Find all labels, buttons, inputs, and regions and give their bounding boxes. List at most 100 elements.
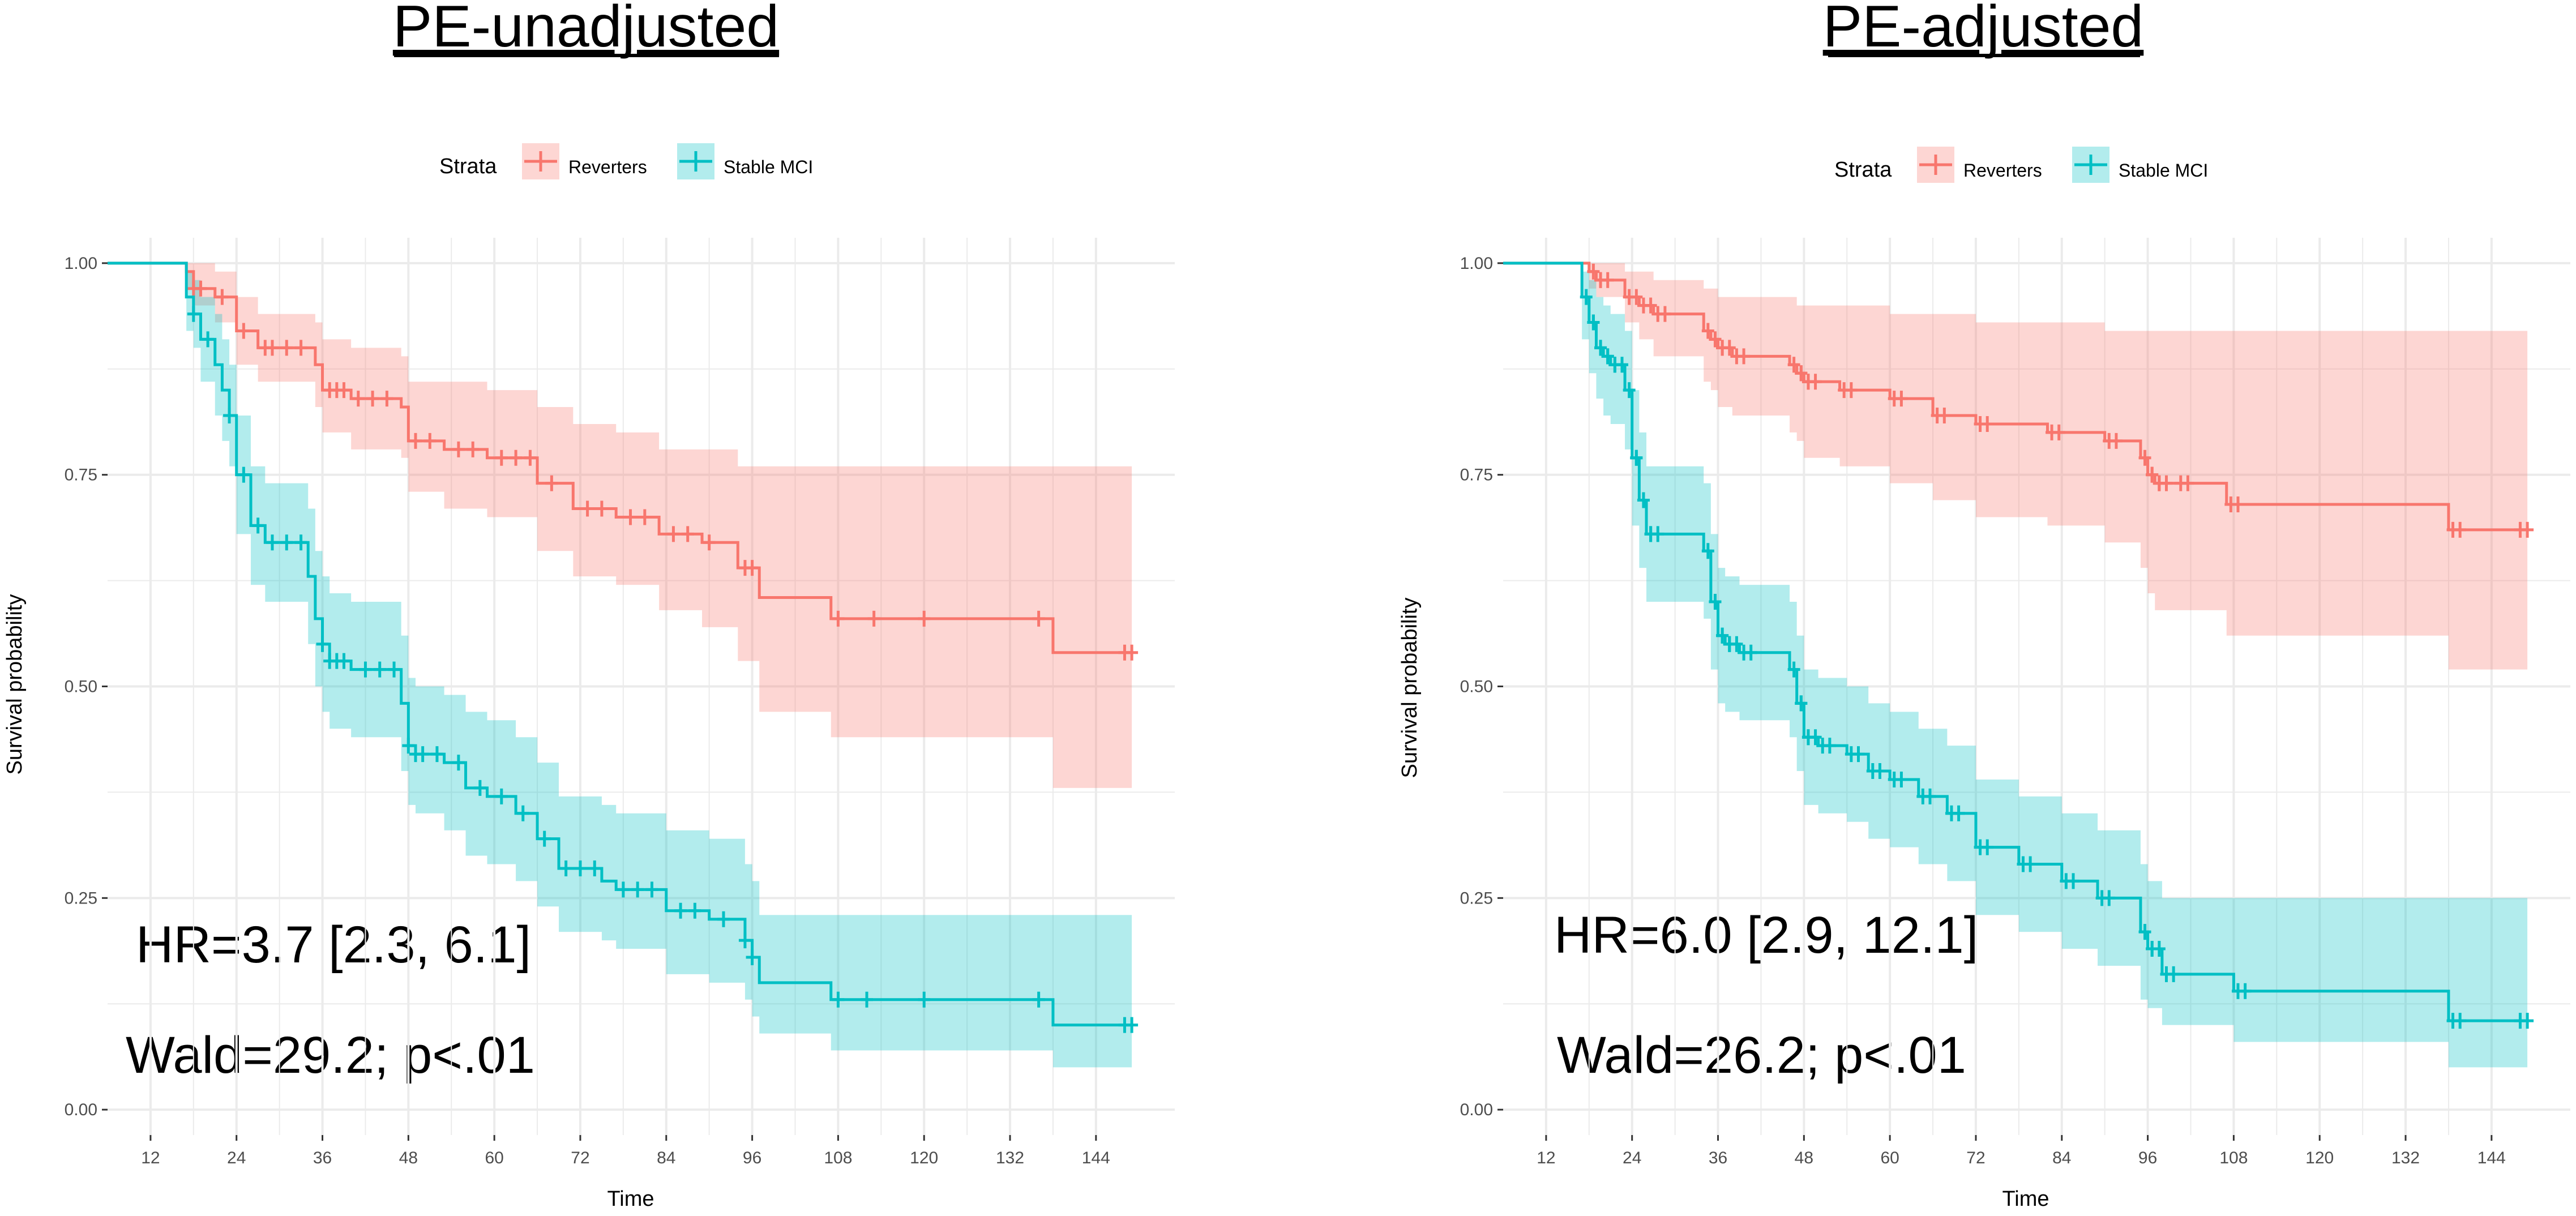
x-tick-label: 108 <box>824 1149 852 1167</box>
panel1-stable-mci-censor-mark <box>861 991 874 1008</box>
panel2-stable-mci-censor-mark <box>1580 289 1593 305</box>
x-tick-label: 120 <box>910 1149 938 1167</box>
panel1-stable-mci-censor-mark <box>918 991 931 1008</box>
panel1-stable-mci-censor-mark <box>223 408 236 424</box>
panel1-stable-mci-censor-mark <box>832 991 845 1008</box>
panel2-stable-mci-censor-mark <box>1787 661 1800 678</box>
panel2-stable-mci-censor-mark <box>1795 695 1808 712</box>
panel1-stable-mci-survival-line <box>108 262 1132 1027</box>
panel1-stable-mci-censor-mark <box>251 517 264 534</box>
panel1-stable-mci-censor-mark <box>402 738 415 754</box>
panel1-reverters-censor-mark <box>595 500 608 517</box>
panel2-stable-mci-censor-mark <box>2454 1013 2467 1029</box>
panel2-reverters-censor-mark <box>2454 521 2467 538</box>
panel1-stable-mci-censor-mark <box>473 780 486 796</box>
y-tick-label: 0.00 <box>65 1101 97 1119</box>
panel2-stable-mci-censor-mark <box>1709 593 1722 610</box>
panel1-stable-mci-censor-mark <box>388 661 401 678</box>
panel1-title: PE-unadjusted <box>393 0 779 59</box>
panel2-title: PE-adjusted <box>1823 0 2144 59</box>
panel1-reverters-censor-mark <box>237 323 250 339</box>
panel1-reverters-censor-mark <box>581 500 594 517</box>
panel2-legend-reverters: Reverters <box>1963 160 2042 181</box>
panel1-reverters-censor-mark <box>495 449 508 466</box>
panel1-stable-mci-censor-mark <box>237 466 250 483</box>
panel1-stable-mci-censor-mark <box>516 805 529 821</box>
panel2-reverters-censor-mark <box>1981 416 1994 432</box>
panel2-reverters-censor-mark <box>2146 466 2159 483</box>
panel2-stable-mci-censor-mark <box>1852 746 1865 763</box>
y-tick-label: 0.75 <box>65 466 97 485</box>
panel1-reverters-censor-mark <box>266 340 279 356</box>
panel1-x-axis-label: Time <box>607 1187 654 1211</box>
panel1-stable-mci-censor-mark <box>559 860 572 876</box>
panel1-y-axis-label: Survival probability <box>3 594 27 775</box>
panel2-reverters-censor-mark <box>2181 475 2194 491</box>
panel2-reverters-censor-mark <box>1658 306 1671 322</box>
panel2-x-axis-label: Time <box>2002 1187 2049 1211</box>
panel1-stable-mci-censor-mark <box>574 860 587 876</box>
y-tick-label: 0.25 <box>65 889 97 907</box>
panel1-reverters-censor-mark <box>294 340 307 356</box>
panel2-stable-mci-censor-mark <box>1809 729 1822 746</box>
panel1-legend-reverters: Reverters <box>568 157 647 177</box>
panel1-reverters-censor-mark <box>667 526 680 542</box>
panel2-stable-mci-censor-mark <box>1623 382 1636 399</box>
panel2-stable-mci-censor-mark <box>1587 314 1600 331</box>
panel1-reverters-censor-mark <box>337 382 350 399</box>
panel1-stable-mci-censor-mark <box>294 534 307 551</box>
x-tick-label: 24 <box>227 1149 246 1167</box>
y-tick-label: 1.00 <box>1460 254 1493 273</box>
panel1-stable-mci-censor-mark <box>631 881 644 898</box>
panel2-reverters-censor-mark <box>1723 340 1736 356</box>
panel2-reverters-censor-mark <box>1938 408 1951 424</box>
x-tick-label: 96 <box>743 1149 761 1167</box>
panel2-stable-mci-censor-mark <box>2024 856 2037 872</box>
x-tick-label: 12 <box>141 1149 160 1167</box>
panel1-stable-mci-censor-mark <box>373 661 386 678</box>
panel1-stable-mci-censor-mark <box>266 534 279 551</box>
y-tick-label: 0.75 <box>1460 466 1493 485</box>
x-tick-label: 84 <box>2052 1149 2071 1167</box>
y-tick-label: 0.50 <box>65 678 97 696</box>
y-tick-label: 0.25 <box>1460 889 1493 907</box>
panel2-stable-mci-censor-mark <box>1651 526 1664 542</box>
x-tick-label: 24 <box>1623 1149 1641 1167</box>
panel1-wald-annotation: Wald=29.2; p<.01 <box>126 1026 535 1084</box>
panel2-legend-glyph-reverters <box>1919 155 1952 175</box>
panel2-reverters-censor-mark <box>2109 433 2123 449</box>
panel2-stable-mci-censor-mark <box>1952 805 1965 821</box>
panel1-stable-mci-censor-mark <box>337 653 350 669</box>
panel2-stable-mci-censor-mark <box>1924 788 1936 804</box>
panel1-reverters-censor-mark <box>366 391 379 407</box>
panel1-reverters-censor-mark <box>510 449 523 466</box>
panel1-stable-mci-censor-mark <box>430 746 443 763</box>
panel1-reverters-censor-mark <box>409 433 422 449</box>
panel1-stable-mci-censor-mark <box>202 331 215 348</box>
panel1-reverters-ci-band <box>108 263 1132 788</box>
panel2-stable-mci-censor-mark <box>1637 492 1650 508</box>
panel2-stable-mci-censor-mark <box>1701 543 1714 559</box>
panel1-reverters-censor-mark <box>524 449 537 466</box>
panel2-stable-mci-censor-mark <box>1823 738 1836 754</box>
panel1-reverters-censor-mark <box>280 340 293 356</box>
panel2-reverters-censor-mark <box>2231 496 2244 513</box>
panel1-reverters-censor-mark <box>467 441 480 457</box>
panel1-stable-mci-censor-mark <box>717 911 730 927</box>
panel2-stable-mci-censor-mark <box>2153 941 2166 957</box>
panel2-stable-mci-censor-mark <box>1716 627 1729 644</box>
panel2-reverters-censor-mark <box>1809 374 1822 390</box>
panel2-reverters-censor-mark <box>1630 289 1643 305</box>
panel2-reverters-censor-mark <box>2521 521 2534 538</box>
x-tick-label: 132 <box>2391 1149 2420 1167</box>
panel1-stable-mci-censor-mark <box>452 755 465 771</box>
panel2-stable-mci-censor-mark <box>1594 340 1607 356</box>
panel2-reverters-censor-mark <box>1895 391 1908 407</box>
panel2-reverters-censor-mark <box>1709 331 1722 348</box>
panel2-y-axis-label: Survival probability <box>1398 598 1422 778</box>
panel2-stable-mci-censor-mark <box>1895 771 1908 787</box>
x-tick-label: 120 <box>2305 1149 2334 1167</box>
y-tick-label: 1.00 <box>65 254 97 273</box>
panel2-hazard-ratio-annotation: HR=6.0 [2.9, 12.1] <box>1554 906 1978 964</box>
panel2-reverters-censor-mark <box>1787 357 1800 373</box>
